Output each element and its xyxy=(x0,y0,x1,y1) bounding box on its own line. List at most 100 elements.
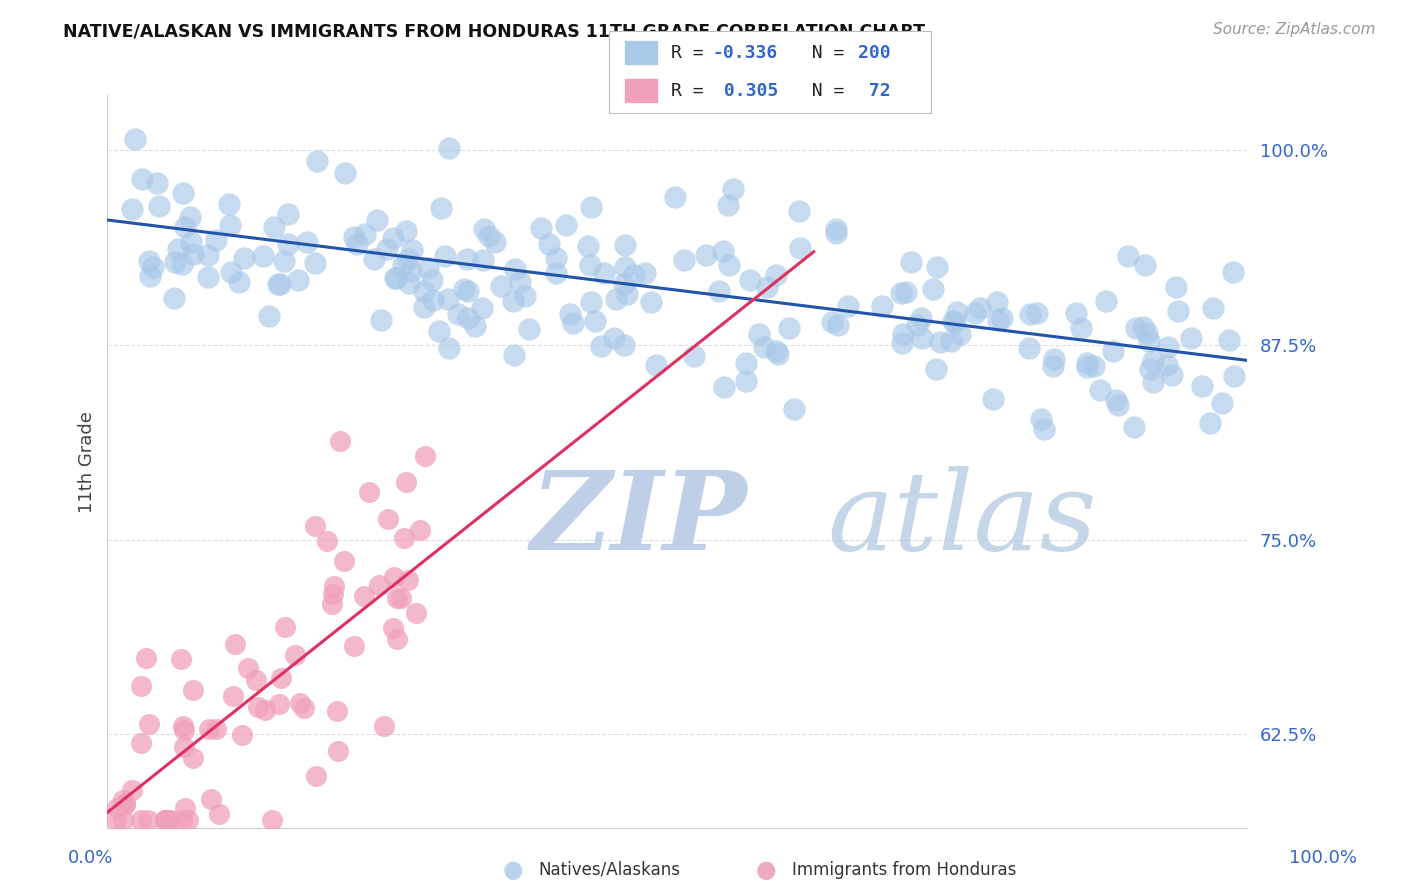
Point xyxy=(105,813,128,827)
Point xyxy=(787,203,810,218)
Point xyxy=(183,246,205,260)
Point xyxy=(825,226,848,240)
Point xyxy=(321,597,343,611)
Point xyxy=(1133,258,1156,272)
Point xyxy=(579,200,602,214)
Point xyxy=(153,813,176,827)
Point xyxy=(219,219,242,233)
Text: ZIP: ZIP xyxy=(531,467,748,574)
Point xyxy=(139,268,162,283)
Point xyxy=(434,249,457,263)
Point xyxy=(197,269,219,284)
Point xyxy=(180,235,202,249)
Point xyxy=(576,239,599,253)
Point xyxy=(277,237,299,252)
Point xyxy=(114,797,136,812)
Point xyxy=(392,259,415,273)
Point xyxy=(396,573,419,587)
Point xyxy=(112,793,135,807)
Point xyxy=(413,449,436,463)
Point xyxy=(381,621,404,635)
Point xyxy=(1029,411,1052,425)
Point xyxy=(304,519,326,533)
Point xyxy=(922,282,945,296)
Point xyxy=(721,182,744,196)
Point xyxy=(890,285,912,300)
Point xyxy=(1167,304,1189,318)
Point xyxy=(305,769,328,783)
Point xyxy=(179,210,201,224)
Point xyxy=(1191,379,1213,393)
Point xyxy=(546,251,568,265)
Point xyxy=(734,375,756,389)
Point xyxy=(707,284,730,298)
Point xyxy=(385,271,408,285)
Point xyxy=(1118,249,1140,263)
Point xyxy=(273,253,295,268)
Y-axis label: 11th Grade: 11th Grade xyxy=(79,410,96,513)
Point xyxy=(346,237,368,252)
Point xyxy=(288,696,311,710)
Point xyxy=(121,202,143,216)
Point xyxy=(375,243,398,257)
Point xyxy=(429,202,451,216)
Point xyxy=(478,229,501,244)
Point xyxy=(583,314,606,328)
Text: 100.0%: 100.0% xyxy=(1289,849,1357,867)
Point xyxy=(969,301,991,315)
Point xyxy=(778,320,800,334)
Point xyxy=(472,222,495,236)
Point xyxy=(304,256,326,270)
Text: NATIVE/ALASKAN VS IMMIGRANTS FROM HONDURAS 11TH GRADE CORRELATION CHART: NATIVE/ALASKAN VS IMMIGRANTS FROM HONDUR… xyxy=(63,22,925,40)
Point xyxy=(439,341,461,355)
Text: ●: ● xyxy=(503,858,523,881)
Point xyxy=(294,701,316,715)
Point xyxy=(965,306,987,320)
Point xyxy=(1076,356,1098,370)
Point xyxy=(766,347,789,361)
Point xyxy=(142,260,165,274)
Point xyxy=(131,172,153,186)
Point xyxy=(456,252,478,267)
Point xyxy=(228,275,250,289)
Point xyxy=(270,671,292,685)
Point xyxy=(385,632,408,646)
Point xyxy=(370,313,392,327)
Point xyxy=(231,729,253,743)
Point xyxy=(174,219,197,234)
Point xyxy=(544,266,567,280)
Point xyxy=(555,218,578,232)
Point xyxy=(1142,353,1164,368)
Point xyxy=(148,199,170,213)
Point xyxy=(457,285,479,299)
Point xyxy=(1090,383,1112,397)
Point xyxy=(416,260,439,275)
Point xyxy=(1211,396,1233,410)
Point xyxy=(986,295,1008,310)
Point xyxy=(457,311,479,326)
Point xyxy=(413,285,436,299)
Point xyxy=(896,285,918,299)
Point xyxy=(991,310,1014,325)
Point xyxy=(1156,358,1178,372)
Point xyxy=(747,327,769,342)
Point xyxy=(593,266,616,280)
Point xyxy=(929,334,952,349)
Point xyxy=(765,344,787,359)
Point xyxy=(453,282,475,296)
Point xyxy=(395,475,418,489)
Point xyxy=(1083,359,1105,374)
Point xyxy=(222,689,245,703)
Text: Natives/Alaskans: Natives/Alaskans xyxy=(538,861,681,879)
Point xyxy=(1019,307,1042,321)
Point xyxy=(910,311,932,326)
Point xyxy=(114,797,136,811)
Point xyxy=(1166,280,1188,294)
Point xyxy=(1136,326,1159,340)
Point xyxy=(515,289,537,303)
Point xyxy=(613,260,636,274)
Point xyxy=(246,699,269,714)
Text: N =: N = xyxy=(790,82,855,100)
Point xyxy=(943,315,966,329)
Point xyxy=(484,235,506,249)
